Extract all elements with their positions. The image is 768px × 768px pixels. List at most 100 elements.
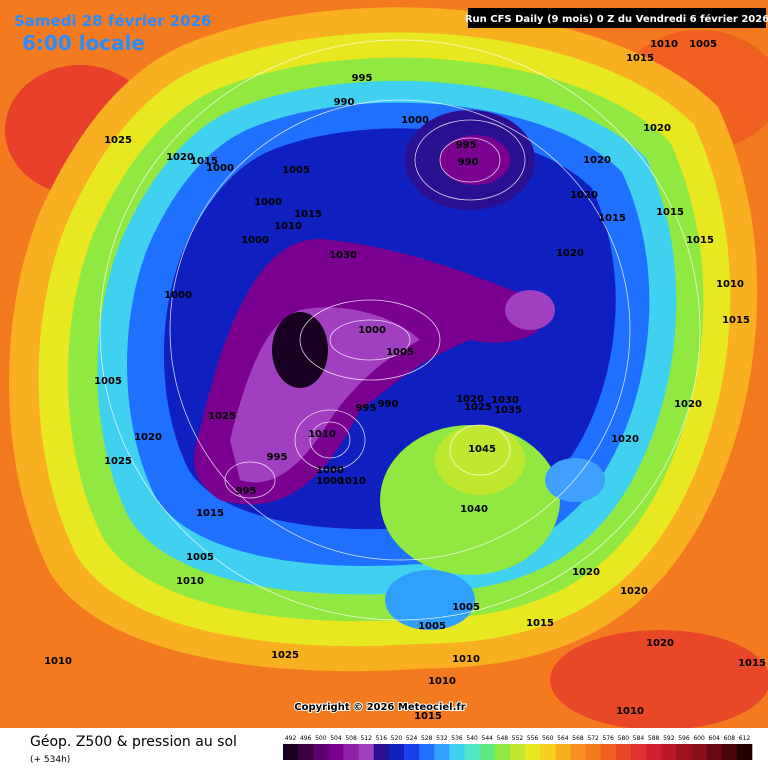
legend-label: 580 bbox=[618, 735, 630, 742]
legend-label: 572 bbox=[587, 735, 599, 742]
isobar-label: 1020 bbox=[570, 190, 598, 201]
footer-title: Géop. Z500 & pression au sol bbox=[30, 734, 237, 750]
legend-label: 564 bbox=[557, 735, 569, 742]
isobar-label: 1030 bbox=[491, 395, 519, 406]
legend-label: 528 bbox=[421, 735, 433, 742]
isobar-label: 1010 bbox=[308, 429, 336, 440]
legend-label: 588 bbox=[648, 735, 660, 742]
isobar-label: 1015 bbox=[686, 235, 714, 246]
isobar-label: 990 bbox=[334, 97, 355, 108]
legend-label: 532 bbox=[436, 735, 448, 742]
isobar-label: 1010 bbox=[716, 279, 744, 290]
isobar-label: 995 bbox=[456, 140, 477, 151]
legend-label: 552 bbox=[512, 735, 524, 742]
legend-label: 512 bbox=[360, 735, 372, 742]
isobar-label: 1010 bbox=[44, 656, 72, 667]
isobars bbox=[99, 39, 701, 621]
legend-swatch bbox=[676, 744, 692, 760]
legend-label: 556 bbox=[527, 735, 539, 742]
isobar-label: 1015 bbox=[196, 508, 224, 519]
legend-swatch bbox=[736, 744, 753, 760]
isobar-label: 1025 bbox=[104, 456, 132, 467]
legend-swatch bbox=[479, 744, 496, 760]
isobar-label: 1000 bbox=[358, 325, 386, 336]
isobar-label: 1020 bbox=[620, 586, 648, 597]
legend-swatch bbox=[540, 744, 556, 760]
legend-swatch bbox=[434, 744, 450, 760]
legend-swatch bbox=[358, 744, 375, 760]
isobar-label: 1015 bbox=[738, 658, 766, 669]
isobar-label: 1010 bbox=[650, 39, 678, 50]
footer-lead: (+ 534h) bbox=[30, 755, 70, 765]
isobar-label: 1020 bbox=[556, 248, 584, 259]
isobar-label: 1010 bbox=[616, 706, 644, 717]
isobar-label: 1005 bbox=[452, 602, 480, 613]
legend-label: 604 bbox=[708, 735, 720, 742]
isobar-label: 1005 bbox=[94, 376, 122, 387]
isobar-label: 990 bbox=[458, 157, 479, 168]
run-box bbox=[468, 8, 766, 28]
legend-swatch bbox=[691, 744, 707, 760]
isobar-label: 1005 bbox=[282, 165, 310, 176]
copyright: Copyright © 2026 Meteociel.fr bbox=[294, 702, 465, 713]
isobar-label: 1005 bbox=[418, 621, 446, 632]
isobar-label: 1020 bbox=[456, 394, 484, 405]
isobar-label: 1020 bbox=[134, 432, 162, 443]
zone bbox=[545, 458, 605, 502]
legend-label: 560 bbox=[542, 735, 554, 742]
isobar-label: 1025 bbox=[464, 402, 492, 413]
legend-label: 508 bbox=[345, 735, 357, 742]
zone bbox=[505, 290, 555, 330]
legend-label: 596 bbox=[678, 735, 690, 742]
legend-swatch bbox=[464, 744, 480, 760]
isobar-label: 1015 bbox=[294, 209, 322, 220]
legend-swatch bbox=[494, 744, 511, 760]
isobar-label: 1005 bbox=[689, 39, 717, 50]
isobar-label: 1010 bbox=[428, 676, 456, 687]
isobar-label: 1005 bbox=[386, 347, 414, 358]
isobar-label: 1000 bbox=[206, 163, 234, 174]
legend-swatch bbox=[661, 744, 677, 760]
isobar-label: 995 bbox=[267, 452, 288, 463]
isobar-label: 1045 bbox=[468, 444, 496, 455]
legend-swatch bbox=[313, 744, 329, 760]
isobar-label: 1030 bbox=[329, 250, 357, 261]
zone bbox=[385, 570, 475, 630]
legend-swatch bbox=[388, 744, 405, 760]
isobar-label: 1015 bbox=[414, 711, 442, 722]
legend-swatch bbox=[555, 744, 571, 760]
isobar-label: 1010 bbox=[452, 654, 480, 665]
legend-swatch bbox=[585, 744, 602, 760]
legend-swatch bbox=[630, 744, 647, 760]
legend-label: 548 bbox=[497, 735, 509, 742]
time: 6:00 locale bbox=[22, 31, 145, 55]
run-info: Run CFS Daily (9 mois) 0 Z du Vendredi 6… bbox=[465, 13, 768, 25]
legend-label: 524 bbox=[406, 735, 418, 742]
legend-swatch bbox=[570, 744, 586, 760]
isobar-label: 1000 bbox=[316, 465, 344, 476]
isobar-label: 1000 bbox=[164, 290, 192, 301]
isobar-label: 1040 bbox=[460, 504, 488, 515]
legend-swatch bbox=[298, 744, 314, 760]
legend-swatch bbox=[404, 744, 420, 760]
legend-swatch bbox=[615, 744, 632, 760]
legend-swatch bbox=[721, 744, 738, 760]
isobar-label: 1025 bbox=[104, 135, 132, 146]
isobar-label: 990 bbox=[378, 399, 399, 410]
legend-label: 536 bbox=[451, 735, 463, 742]
isobar-label: 1010 bbox=[338, 476, 366, 487]
legend-swatch bbox=[283, 744, 299, 760]
isobar-label: 1020 bbox=[572, 567, 600, 578]
legend-label: 592 bbox=[663, 735, 675, 742]
isobar-label: 1020 bbox=[646, 638, 674, 649]
legend-label: 576 bbox=[603, 735, 615, 742]
legend: 492 496 500 504 508 512 516 520 524 528 532 536 540 5… bbox=[283, 735, 753, 760]
isobar-label: 1015 bbox=[526, 618, 554, 629]
isobar-label: 1000 bbox=[254, 197, 282, 208]
isobar-label: 1010 bbox=[176, 576, 204, 587]
isobar-label: 1000 bbox=[316, 476, 344, 487]
isobar-label: 1000 bbox=[401, 115, 429, 126]
legend-label: 496 bbox=[300, 735, 312, 742]
legend-label: 520 bbox=[391, 735, 403, 742]
legend-swatch bbox=[600, 744, 617, 760]
